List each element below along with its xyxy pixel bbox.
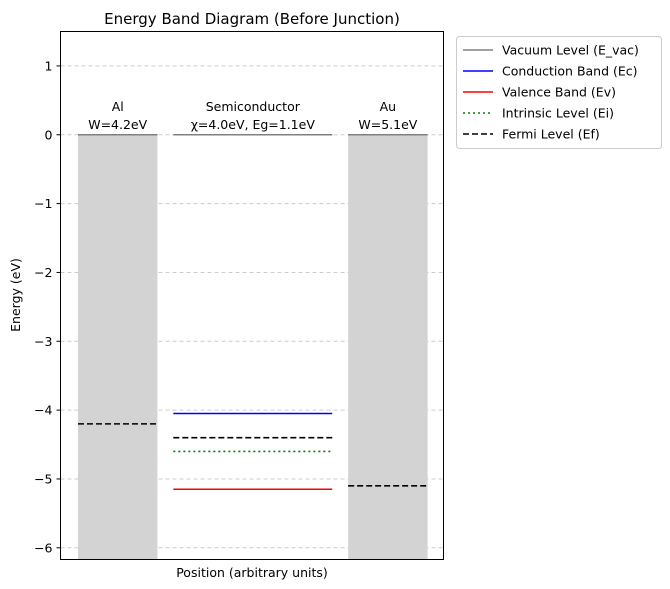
y-tick-label: −1 [34, 196, 52, 211]
y-tick-label: −6 [34, 540, 52, 555]
legend-frame [456, 36, 662, 149]
legend-label: Conduction Band (Ec) [502, 64, 638, 79]
y-axis-ticks: 1 0 −1 −2 −3 −4 −5 −6 [34, 58, 61, 555]
plot-frame [60, 31, 444, 560]
region-sublabel-au: W=5.1eV [358, 117, 417, 132]
metal-region-al [77, 134, 158, 560]
metal-region-au [348, 134, 428, 560]
region-label-au: Au [380, 99, 396, 114]
region-label-sc: Semiconductor [206, 99, 301, 114]
region-labels: Al W=4.2eV Semiconductor χ=4.0eV, Eg=1.1eV A… [88, 99, 418, 132]
region-sublabel-al: W=4.2eV [88, 117, 147, 132]
region-layer [77, 134, 428, 560]
y-tick-label: −4 [34, 403, 52, 418]
y-tick-label: −2 [34, 265, 52, 280]
legend-label: Vacuum Level (E_vac) [502, 43, 639, 58]
legend-label: Intrinsic Level (Ei) [502, 106, 614, 121]
region-label-al: Al [112, 99, 124, 114]
region-sublabel-sc: χ=4.0eV, Eg=1.1eV [191, 117, 316, 132]
y-tick-label: 1 [45, 58, 53, 73]
legend: Vacuum Level (E_vac) Conduction Band (Ec)… [456, 36, 662, 149]
y-tick-label: −3 [34, 334, 52, 349]
legend-label: Valence Band (Ev) [502, 85, 616, 100]
legend-label: Fermi Level (Ef) [502, 127, 600, 142]
chart-title: Energy Band Diagram (Before Junction) [104, 10, 400, 28]
x-axis-label: Position (arbitrary units) [176, 565, 328, 580]
series-layer [77, 134, 428, 491]
y-tick-label: 0 [45, 127, 53, 142]
y-tick-label: −5 [34, 471, 52, 486]
y-axis-label: Energy (eV) [8, 258, 23, 332]
